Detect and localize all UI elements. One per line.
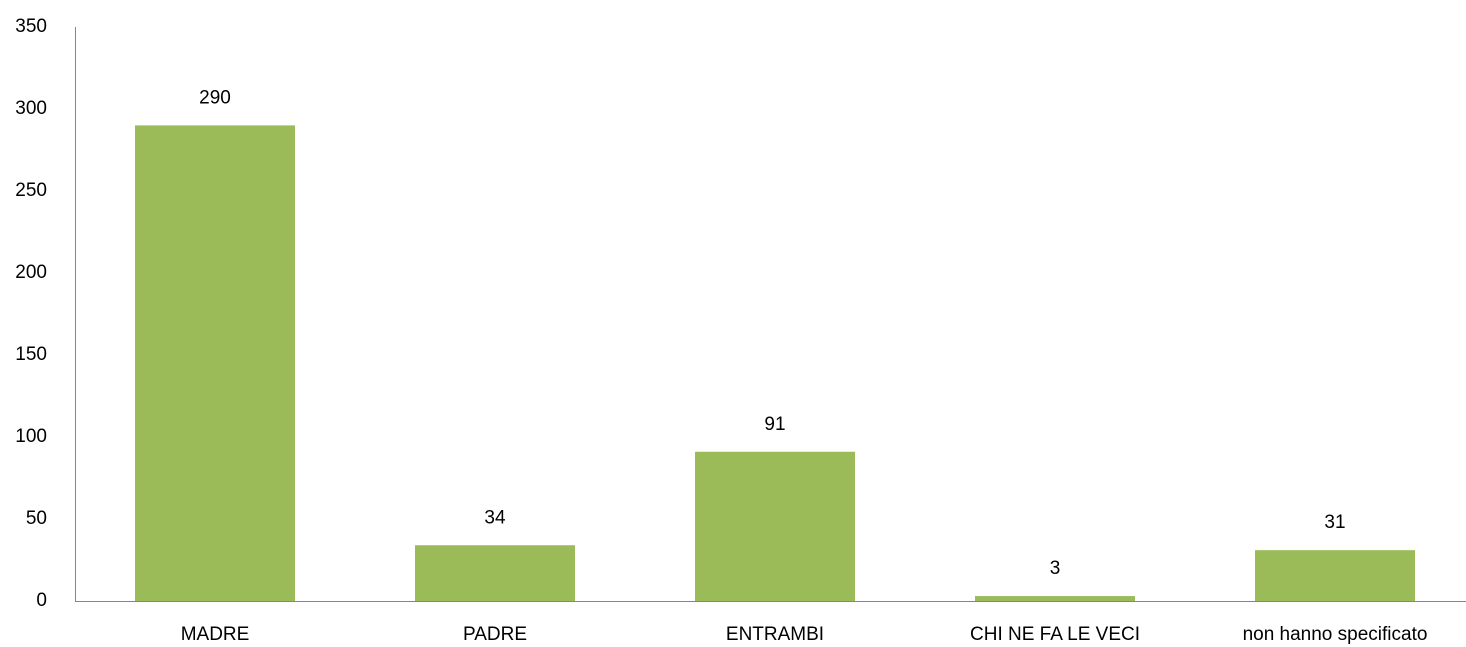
bar xyxy=(135,125,295,602)
data-label: 34 xyxy=(484,507,506,528)
bar xyxy=(1255,550,1415,601)
x-tick-label: ENTRAMBI xyxy=(726,624,824,645)
data-label: 91 xyxy=(764,414,785,435)
data-label: 3 xyxy=(1050,558,1061,579)
y-tick-label: 100 xyxy=(15,426,47,447)
data-label: 31 xyxy=(1324,512,1345,533)
y-tick-label: 250 xyxy=(15,180,47,201)
y-tick-label: 150 xyxy=(15,344,47,365)
y-tick-label: 0 xyxy=(36,590,47,611)
data-label: 290 xyxy=(199,87,231,108)
x-tick-label: CHI NE FA LE VECI xyxy=(970,624,1140,645)
y-tick-label: 50 xyxy=(26,508,47,529)
y-tick-label: 300 xyxy=(15,98,47,119)
x-tick-label: non hanno specificato xyxy=(1243,624,1428,645)
y-tick-label: 350 xyxy=(15,16,47,37)
bar xyxy=(415,545,575,601)
bar xyxy=(975,596,1135,601)
x-tick-label: PADRE xyxy=(463,624,527,645)
x-tick-label: MADRE xyxy=(181,624,250,645)
y-tick-label: 200 xyxy=(15,262,47,283)
bar xyxy=(695,451,855,601)
